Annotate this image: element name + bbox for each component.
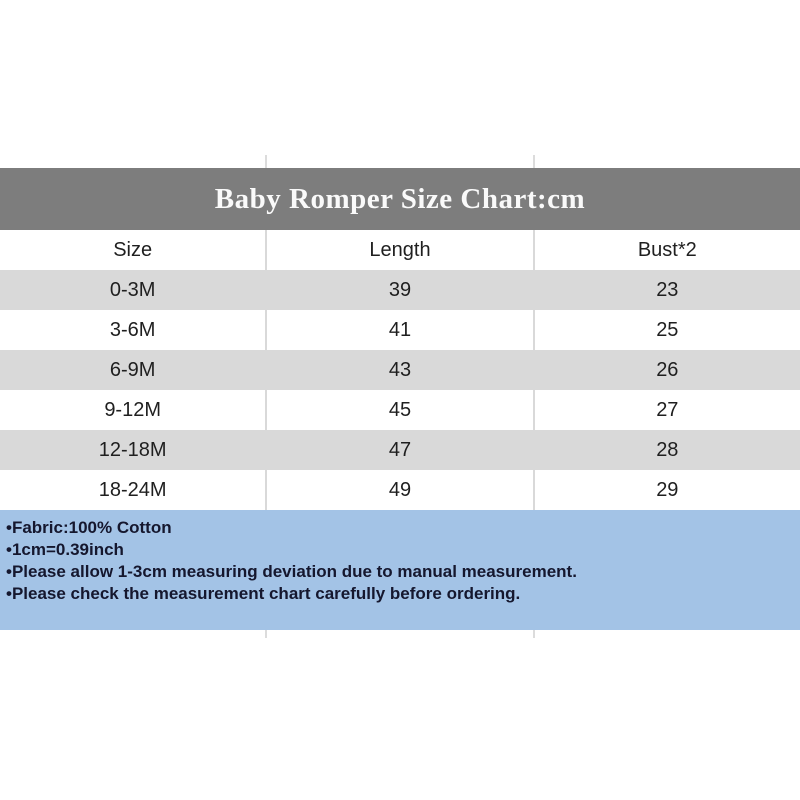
cell-size: 6-9M (109, 358, 156, 381)
cell-size: 0-3M (109, 278, 156, 301)
bottom-margin (0, 630, 800, 800)
table-row: 6-9M 43 26 (0, 350, 800, 390)
table-row: 3-6M 41 25 (0, 310, 800, 350)
column-line-stub (533, 630, 535, 638)
cell-bust: 25 (656, 318, 679, 341)
column-line-stub (265, 630, 267, 638)
note-line-conversion: •1cm=0.39inch (6, 539, 790, 561)
cell-length: 47 (388, 438, 412, 461)
note-line-deviation: •Please allow 1-3cm measuring deviation … (6, 561, 790, 583)
table-row: 18-24M 49 29 (0, 470, 800, 510)
bullet-icon: • (6, 562, 12, 581)
column-line-stub (533, 155, 535, 168)
note-text: Please check the measurement chart caref… (11, 584, 521, 603)
note-line-check: •Please check the measurement chart care… (6, 583, 790, 605)
cell-size: 12-18M (98, 438, 167, 461)
bullet-icon: • (6, 584, 12, 603)
note-line-fabric: •Fabric:100% Cotton (6, 517, 790, 539)
column-header-bust: Bust*2 (637, 238, 697, 261)
size-chart-table: Size Length Bust*2 0-3M 39 23 3-6M 41 25… (0, 230, 800, 510)
bullet-icon: • (6, 518, 12, 537)
note-text: 1cm=0.39inch (11, 540, 124, 559)
cell-length: 43 (388, 358, 412, 381)
table-row: 12-18M 47 28 (0, 430, 800, 470)
bullet-icon: • (6, 540, 12, 559)
size-chart-title-bar: Baby Romper Size Chart:cm (0, 168, 800, 230)
note-text: Fabric:100% Cotton (11, 518, 172, 537)
cell-bust: 27 (656, 398, 679, 421)
cell-length: 39 (388, 278, 412, 301)
cell-size: 3-6M (109, 318, 156, 341)
cell-bust: 23 (656, 278, 679, 301)
top-margin (0, 0, 800, 168)
column-header-length: Length (265, 230, 535, 270)
cell-bust: 28 (656, 438, 679, 461)
table-header-row: Size Length Bust*2 (0, 230, 800, 270)
cell-size: 18-24M (98, 478, 167, 501)
size-chart-title: Baby Romper Size Chart:cm (214, 182, 586, 215)
cell-bust: 26 (656, 358, 679, 381)
cell-size: 9-12M (104, 398, 162, 421)
column-line-stub (265, 155, 267, 168)
cell-bust: 29 (656, 478, 679, 501)
notes-panel: •Fabric:100% Cotton •1cm=0.39inch •Pleas… (0, 510, 800, 630)
cell-length: 41 (265, 310, 535, 350)
column-header-size: Size (113, 238, 153, 261)
table-row: 0-3M 39 23 (0, 270, 800, 310)
table-row: 9-12M 45 27 (0, 390, 800, 430)
note-text: Please allow 1-3cm measuring deviation d… (11, 562, 577, 581)
cell-length: 49 (265, 470, 535, 510)
cell-length: 45 (265, 390, 535, 430)
